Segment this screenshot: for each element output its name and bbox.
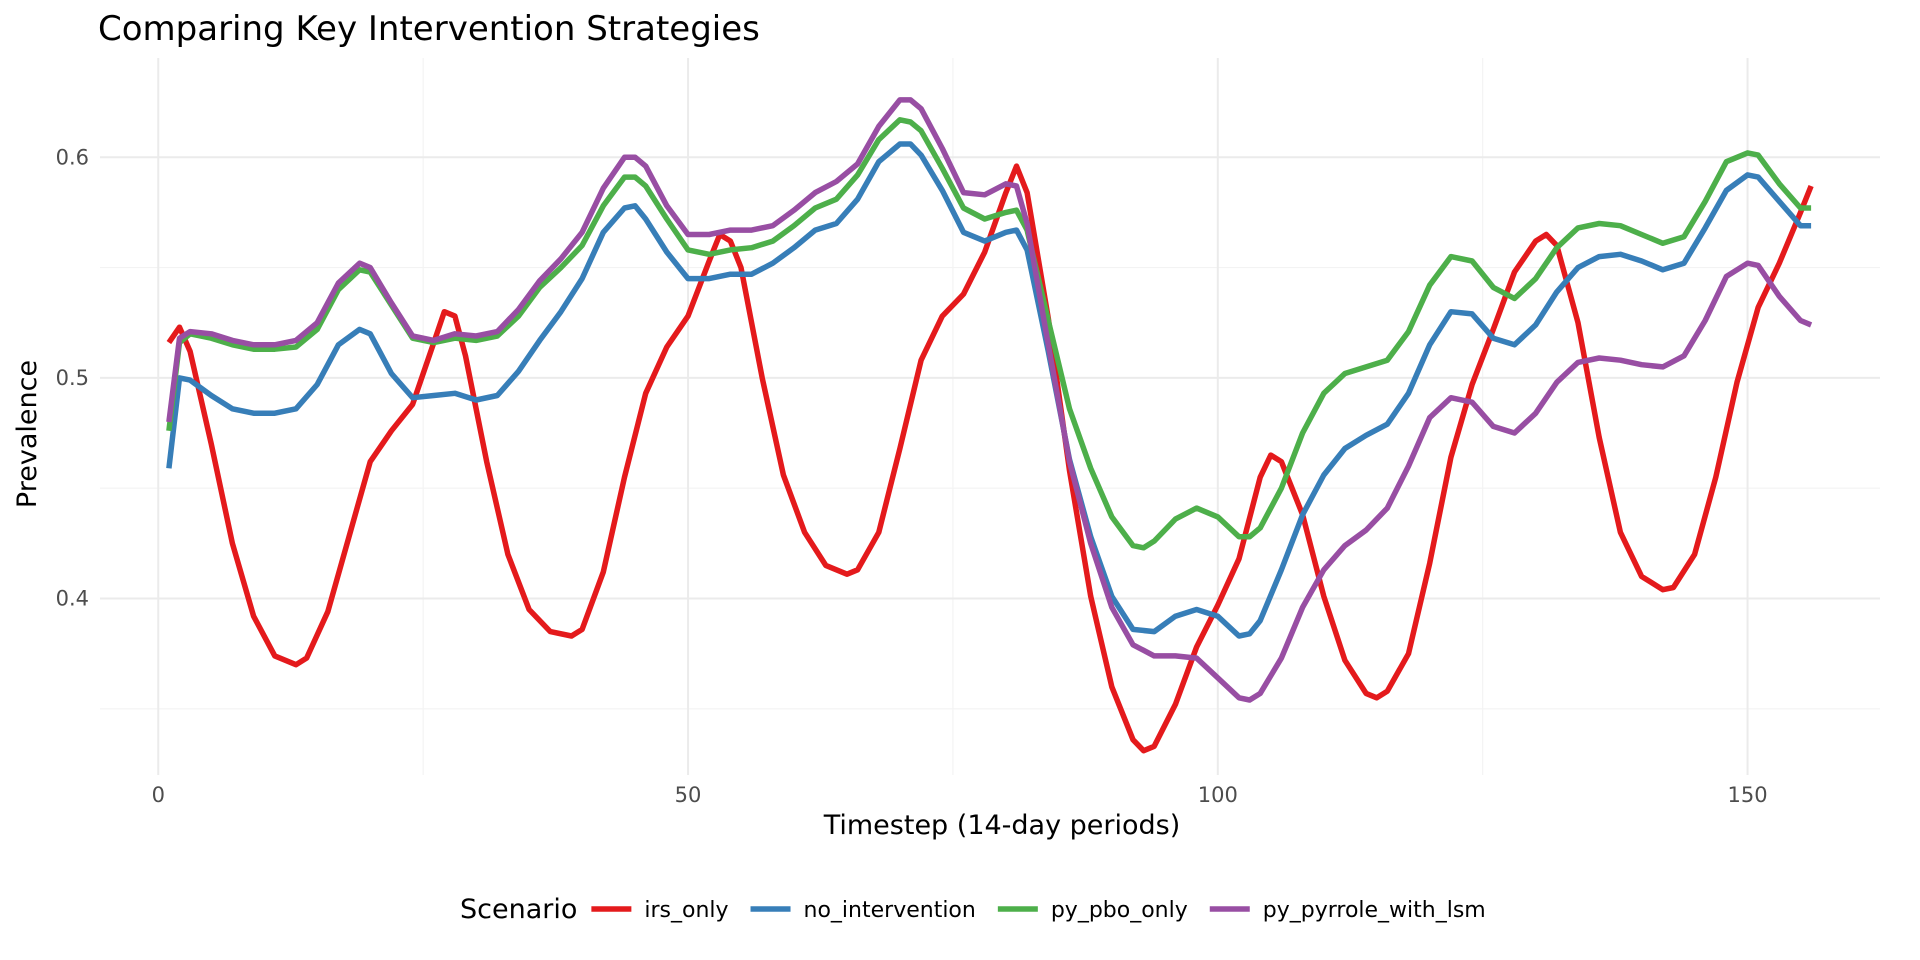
y-axis-ticks: 0.4 0.5 0.6 [56,145,89,610]
legend-label-py_pbo_only: py_pbo_only [1051,898,1188,923]
x-tick-label: 0 [152,783,165,807]
legend-label-no_intervention: no_intervention [804,898,976,923]
chart-title: Comparing Key Intervention Strategies [98,9,760,49]
legend-label-py_pyrrole_with_lsm: py_pyrrole_with_lsm [1263,898,1486,923]
y-tick-label: 0.5 [56,366,89,390]
series-line-no_intervention [166,141,1812,639]
y-tick-label: 0.4 [56,587,89,611]
series-group [166,97,1814,754]
legend-label-irs_only: irs_only [644,898,728,923]
series-line-py_pyrrole_with_lsm [166,97,1813,703]
legend: Scenario irs_only no_intervention py_pbo_o… [460,894,1486,925]
x-tick-label: 100 [1198,783,1238,807]
legend-title: Scenario [460,894,577,925]
grid [100,58,1880,775]
series-line-irs_only [166,163,1814,754]
x-axis-title: Timestep (14-day periods) [823,810,1181,841]
x-tick-label: 50 [675,783,702,807]
x-axis-ticks: 0 50 100 150 [152,783,1768,807]
y-tick-label: 0.6 [56,145,89,169]
y-axis-title: Prevalence [12,360,43,508]
x-tick-label: 150 [1728,783,1768,807]
